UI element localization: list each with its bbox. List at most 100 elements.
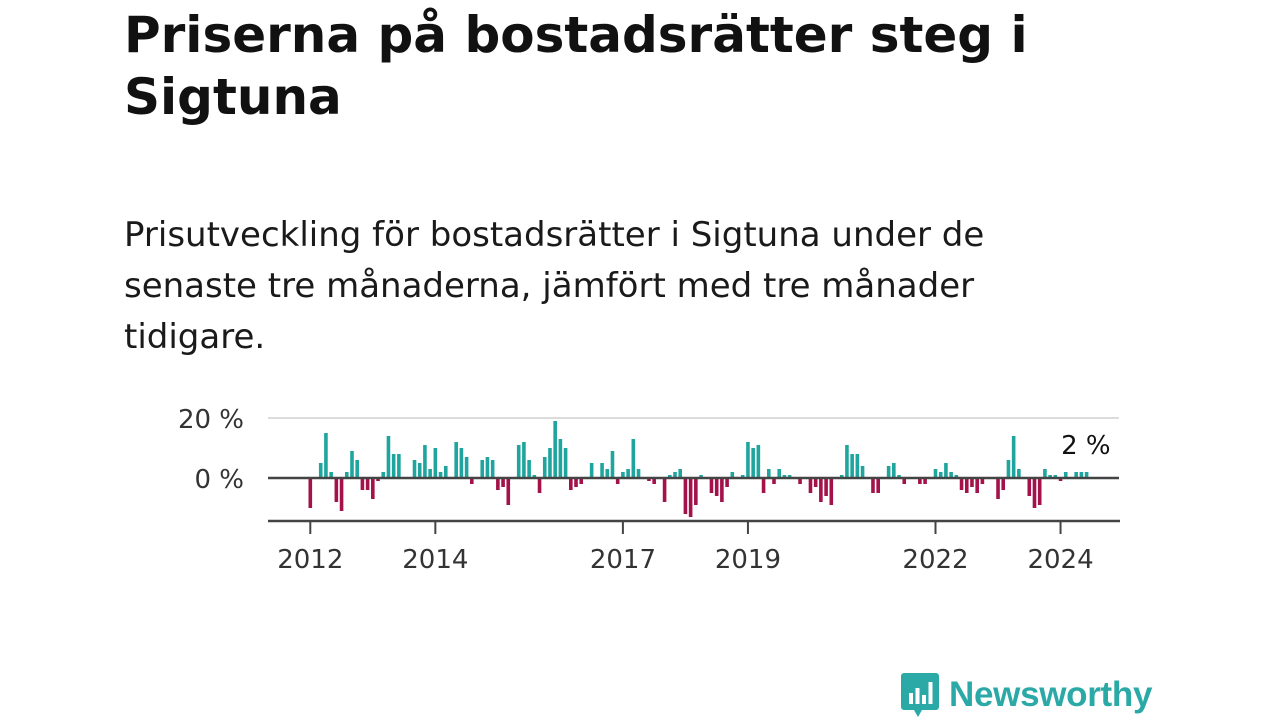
bar <box>365 478 370 490</box>
bar <box>371 478 375 499</box>
bar <box>522 442 526 478</box>
bar <box>589 463 594 478</box>
bar <box>344 472 349 478</box>
bar <box>892 463 896 478</box>
bar <box>391 454 396 478</box>
bar <box>501 478 505 487</box>
bar <box>949 472 953 478</box>
bar <box>673 472 677 478</box>
bar <box>699 475 703 478</box>
bar <box>683 478 688 514</box>
bar <box>350 451 354 478</box>
bar <box>610 451 615 478</box>
bar <box>527 460 531 478</box>
bar <box>579 478 584 484</box>
bar <box>454 442 458 478</box>
bar <box>1074 472 1078 478</box>
bar <box>756 445 761 478</box>
bar <box>667 475 672 478</box>
bar <box>355 460 359 478</box>
bar <box>496 478 500 490</box>
bar <box>798 478 802 484</box>
brand-name: Newsworthy <box>949 675 1153 714</box>
bar <box>730 472 735 478</box>
bar <box>897 475 901 478</box>
bar <box>480 460 485 478</box>
bar <box>553 421 557 478</box>
bar <box>694 478 698 505</box>
bar <box>918 478 922 484</box>
bar <box>876 478 880 493</box>
bar <box>443 466 448 478</box>
bar <box>746 442 750 478</box>
bar <box>490 460 495 478</box>
bar <box>1048 475 1052 478</box>
bar <box>772 478 776 484</box>
bar <box>964 478 969 493</box>
bar <box>850 454 854 478</box>
bar <box>532 475 537 478</box>
brand-footer: Newsworthy <box>900 670 1152 720</box>
bar <box>605 469 610 478</box>
bar <box>902 478 907 484</box>
bar <box>1043 469 1047 478</box>
bar <box>996 478 1000 499</box>
labels: 20 % 0 % 2012 2014 2017 2019 2022 2024 2 % <box>178 405 1111 575</box>
bar <box>975 478 979 493</box>
bars <box>308 421 1089 517</box>
bar <box>574 478 578 487</box>
axes <box>268 476 1120 534</box>
bar <box>381 472 386 478</box>
bar <box>819 478 823 502</box>
bar <box>1032 478 1037 508</box>
bar <box>808 478 813 493</box>
bar <box>1037 478 1042 505</box>
bar <box>318 463 323 478</box>
bar <box>631 439 636 478</box>
x-tick-label: 2024 <box>1027 545 1093 575</box>
bar <box>516 445 521 478</box>
bar <box>558 439 563 478</box>
bar <box>824 478 828 496</box>
bar <box>777 469 781 478</box>
bar <box>678 469 683 478</box>
page-title: Priserna på bostadsrätter steg i Sigtuna <box>124 6 1028 126</box>
x-tick-label: 2014 <box>402 545 468 575</box>
bar <box>761 478 766 493</box>
bar <box>1053 475 1058 478</box>
bar <box>688 478 693 517</box>
x-tick-label: 2022 <box>902 545 968 575</box>
bar <box>308 478 313 508</box>
bar <box>563 448 568 478</box>
bar <box>871 478 875 493</box>
bar <box>621 472 625 478</box>
bar <box>459 448 464 478</box>
x-tick-label: 2012 <box>277 545 343 575</box>
bar <box>470 478 474 484</box>
bar <box>923 478 927 484</box>
bar <box>782 475 787 478</box>
bar <box>334 478 339 502</box>
bar <box>506 478 511 505</box>
bar <box>464 457 469 478</box>
bar <box>485 457 490 478</box>
bar <box>970 478 974 487</box>
bar <box>615 478 620 484</box>
bar <box>860 466 865 478</box>
bar <box>652 478 656 484</box>
bar <box>766 469 771 478</box>
bar <box>360 478 365 490</box>
bar <box>933 469 938 478</box>
bar-chart: 20 % 0 % 2012 2014 2017 2019 2022 2024 2 % <box>178 405 1120 575</box>
bar <box>600 463 604 478</box>
bar <box>959 478 964 490</box>
bar <box>709 478 714 493</box>
bar <box>548 448 552 478</box>
bar <box>1017 469 1021 478</box>
bar <box>740 475 745 478</box>
bar <box>886 466 891 478</box>
bar <box>839 475 844 478</box>
bar <box>938 472 943 478</box>
chart-subtitle: Prisutveckling för bostadsrätter i Sigtu… <box>124 215 985 357</box>
bar <box>626 469 630 478</box>
